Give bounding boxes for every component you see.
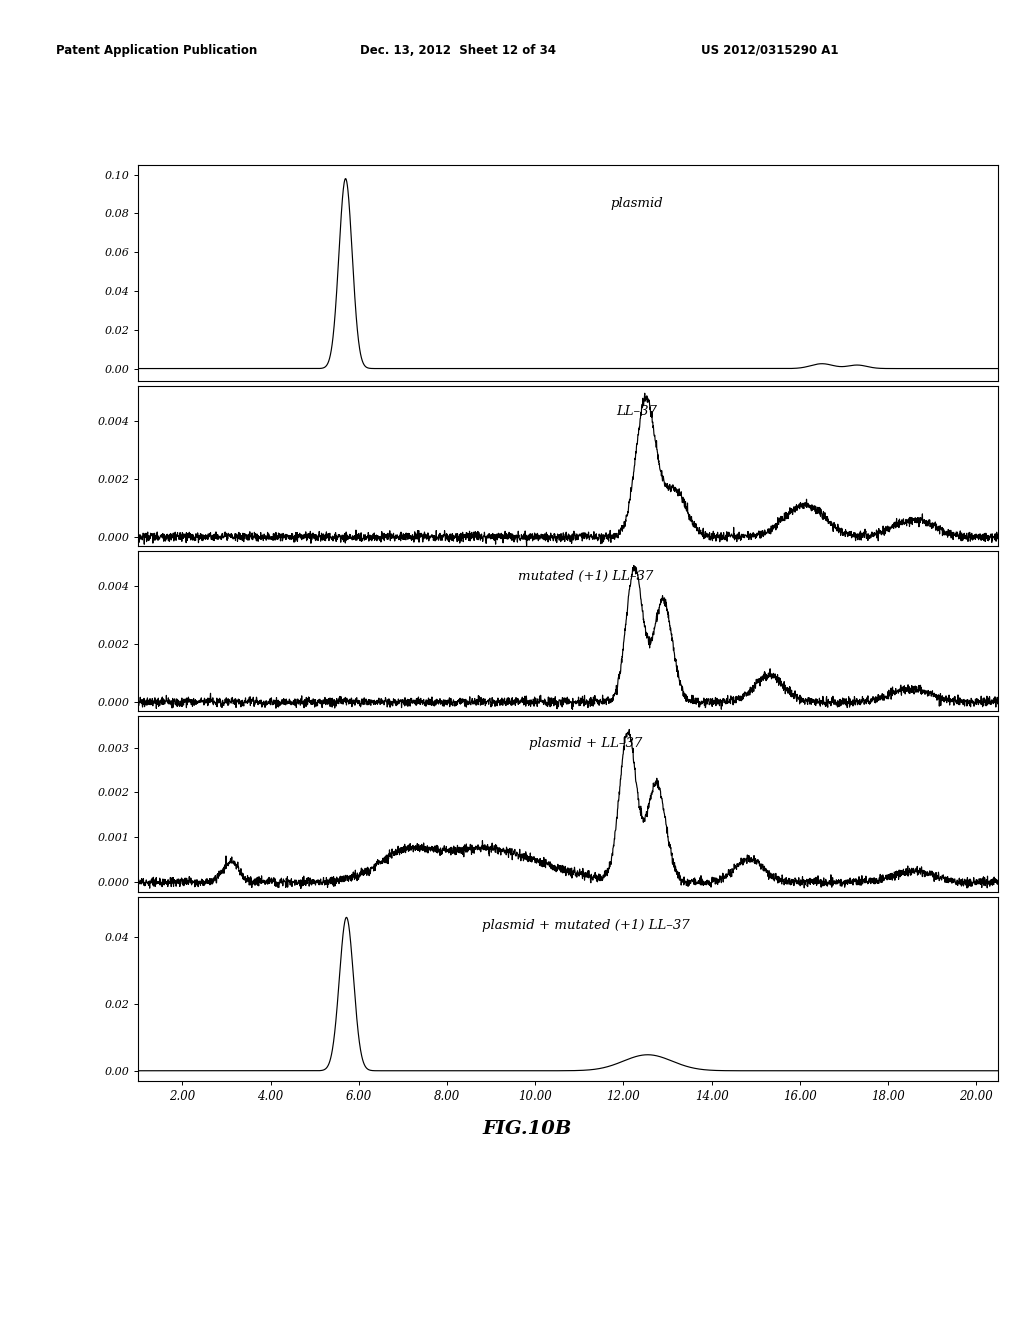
- Text: mutated (+1) LL–37: mutated (+1) LL–37: [518, 570, 653, 583]
- Text: Dec. 13, 2012  Sheet 12 of 34: Dec. 13, 2012 Sheet 12 of 34: [360, 44, 556, 57]
- Text: plasmid: plasmid: [610, 198, 664, 210]
- Text: Patent Application Publication: Patent Application Publication: [56, 44, 258, 57]
- Text: plasmid + mutated (+1) LL–37: plasmid + mutated (+1) LL–37: [481, 920, 689, 932]
- Text: plasmid + LL–37: plasmid + LL–37: [529, 738, 642, 750]
- Text: LL–37: LL–37: [616, 405, 657, 418]
- Text: FIG.10B: FIG.10B: [482, 1119, 572, 1138]
- Text: US 2012/0315290 A1: US 2012/0315290 A1: [701, 44, 839, 57]
